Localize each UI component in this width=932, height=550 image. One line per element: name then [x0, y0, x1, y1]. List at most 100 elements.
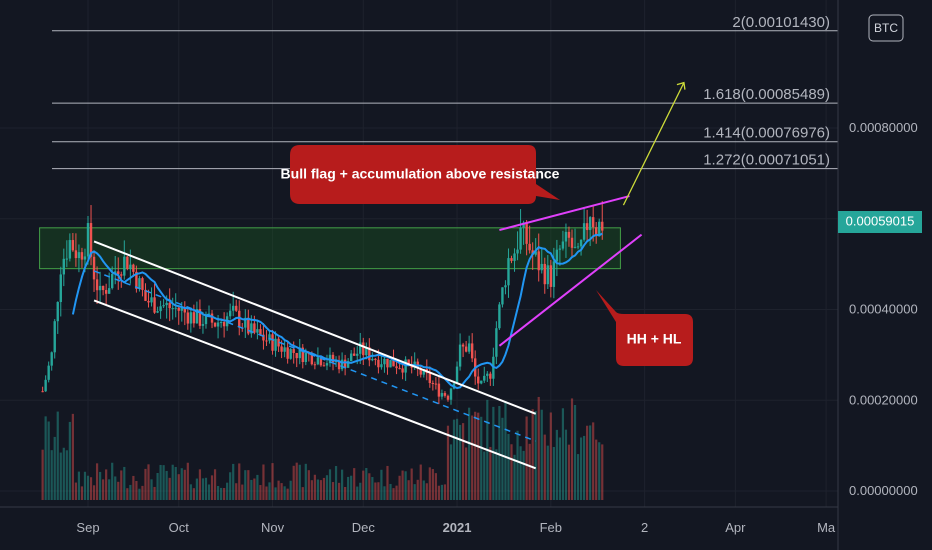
candle-body-28 [126, 256, 129, 269]
fib-level-label-0: 2(0.00101430) [732, 14, 830, 31]
volume-bar-25 [117, 481, 120, 500]
candle-body-144 [477, 376, 480, 384]
volume-bar-74 [265, 486, 268, 500]
candle-body-13 [80, 252, 84, 260]
candle-body-131 [437, 383, 441, 397]
candle-body-67 [244, 317, 247, 328]
candle-body-156 [513, 253, 516, 261]
flag-lower-line [498, 233, 643, 347]
symbol-badge[interactable]: BTC [868, 14, 904, 42]
volume-bar-125 [419, 464, 422, 500]
volume-bar-13 [80, 486, 84, 500]
candle-body-25 [117, 271, 120, 275]
candle-body-71 [256, 329, 259, 333]
annotation-hh-hl[interactable]: HH + HL [596, 290, 693, 366]
volume-bar-11 [74, 482, 77, 500]
volume-bar-73 [262, 464, 265, 500]
volume-bar-105 [359, 482, 362, 500]
candle-body-104 [356, 353, 359, 356]
volume-bar-93 [322, 477, 326, 500]
candle-body-185 [601, 221, 604, 231]
candle-body-1 [44, 379, 47, 392]
candle-body-44 [174, 307, 177, 309]
candle-body-72 [259, 329, 262, 335]
annotation-bull-flag-text: Bull flag + accumulation above resistanc… [281, 166, 560, 182]
candle-body-47 [183, 307, 186, 313]
candle-body-80 [283, 347, 286, 352]
drawing-layer [71, 81, 686, 470]
candle-body-141 [467, 343, 471, 352]
candle-body-183 [595, 227, 598, 237]
channel-line-0 [93, 240, 537, 415]
candle-body-84 [295, 352, 298, 359]
volume-bar-19 [99, 471, 102, 500]
volume-bar-3 [50, 450, 53, 500]
volume-bar-51 [195, 478, 198, 500]
candle-body-73 [262, 334, 265, 341]
volume-bar-172 [561, 408, 565, 500]
volume-bar-96 [331, 482, 335, 500]
candle-body-129 [431, 383, 435, 385]
volume-bar-52 [198, 469, 202, 500]
volume-bar-77 [274, 487, 277, 500]
current-price-tag[interactable]: 0.00059015 [838, 211, 922, 233]
candle-body-8 [65, 258, 69, 260]
candle-body-0 [41, 391, 44, 393]
axis-layer [0, 0, 839, 550]
candle-body-91 [316, 357, 320, 365]
candle-body-65 [238, 310, 241, 328]
candle-body-109 [371, 358, 374, 361]
volume-bar-83 [292, 465, 295, 500]
candle-body-9 [68, 240, 72, 259]
volume-bar-2 [47, 421, 50, 500]
volume-bar-86 [301, 487, 304, 500]
candle-body-19 [98, 285, 102, 291]
candle-body-145 [480, 380, 483, 384]
candle-body-29 [129, 264, 132, 269]
candle-body-93 [322, 365, 326, 367]
volume-bar-41 [165, 470, 168, 500]
volume-bar-26 [120, 470, 123, 500]
current-price-tag-bg [838, 211, 922, 233]
symbol-badge-text: BTC [874, 21, 898, 35]
candle-body-106 [362, 342, 365, 356]
candle-body-59 [219, 322, 223, 324]
candle-body-38 [156, 311, 159, 313]
volume-bar-88 [307, 470, 310, 500]
candle-body-94 [325, 363, 329, 366]
candle-body-62 [228, 310, 232, 317]
volume-bar-20 [102, 479, 105, 500]
volume-bar-49 [189, 484, 192, 500]
volume-bar-58 [216, 485, 220, 500]
annotation-bull-flag-bubble [290, 145, 560, 204]
volume-bar-40 [162, 465, 165, 500]
candle-body-112 [380, 364, 383, 368]
volume-bar-175 [570, 398, 574, 500]
volume-bar-80 [283, 486, 286, 500]
candle-body-57 [213, 322, 217, 327]
annotation-bull-flag[interactable]: Bull flag + accumulation above resistanc… [281, 145, 560, 204]
x-tick-label-2: Nov [261, 520, 285, 535]
candle-body-64 [235, 305, 238, 311]
candle-body-96 [331, 354, 335, 363]
volume-bar-168 [549, 412, 552, 500]
volume-bar-159 [522, 450, 525, 500]
candle-body-157 [516, 249, 519, 254]
candle-body-74 [265, 340, 268, 342]
volume-bar-162 [531, 409, 534, 500]
candle-body-43 [171, 308, 174, 310]
candle-body-36 [150, 297, 153, 303]
volume-bar-151 [498, 406, 501, 500]
candle-body-40 [162, 305, 165, 307]
volume-bar-63 [232, 463, 235, 500]
candle-body-152 [501, 287, 504, 305]
volume-bar-166 [543, 434, 546, 500]
volume-bar-156 [513, 454, 516, 500]
volume-bar-127 [425, 483, 428, 500]
volume-bar-54 [204, 477, 208, 500]
candle-body-75 [268, 334, 271, 341]
volume-bar-157 [516, 430, 519, 500]
volume-bar-34 [144, 468, 147, 500]
candle-body-175 [570, 237, 574, 248]
